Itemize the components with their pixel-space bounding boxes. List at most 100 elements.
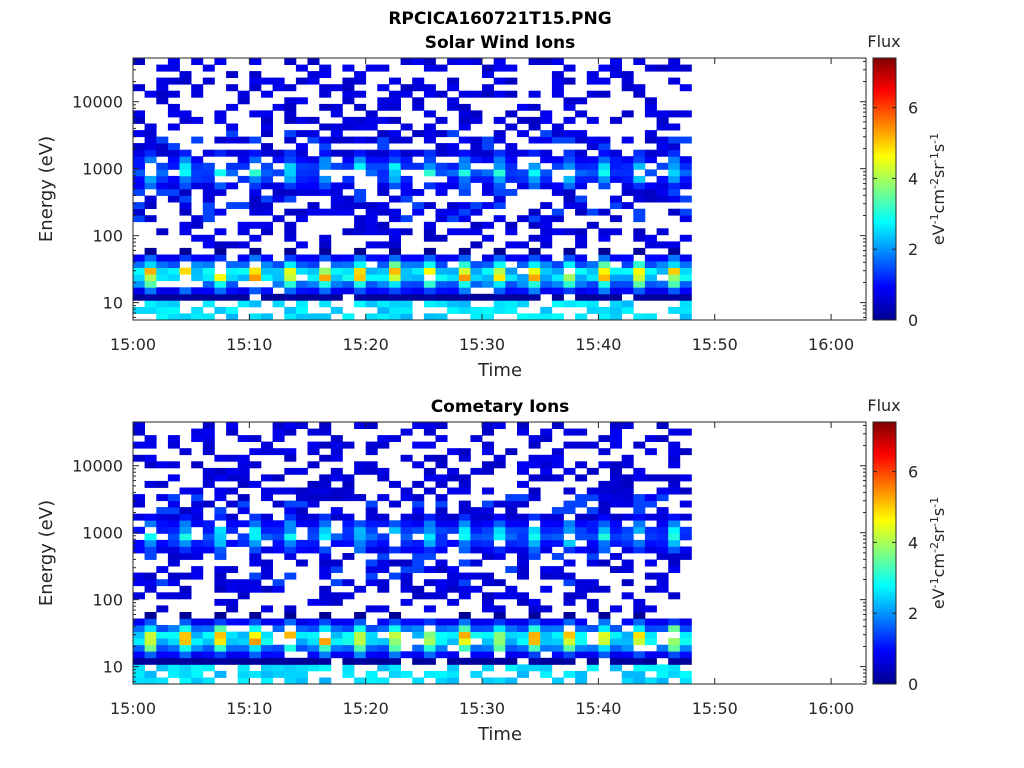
spectrogram-cell <box>423 487 436 495</box>
spectrogram-cell <box>179 638 192 646</box>
spectrogram-cell <box>447 228 460 236</box>
spectrogram-cell <box>342 631 355 639</box>
spectrogram-cell <box>284 228 297 236</box>
spectrogram-cell <box>307 644 320 652</box>
spectrogram-cell <box>237 664 250 672</box>
spectrogram-cell <box>610 293 622 301</box>
spectrogram-cell <box>517 130 529 138</box>
spectrogram-cell <box>237 474 250 482</box>
spectrogram-cell <box>284 670 297 678</box>
spectrogram-cell <box>575 136 588 144</box>
spectrogram-cell <box>435 300 448 308</box>
spectrogram-cell <box>261 202 273 209</box>
spectrogram-cell <box>167 90 180 98</box>
spectrogram-cell <box>563 644 576 652</box>
spectrogram-cell <box>551 182 564 190</box>
spectrogram-cell <box>354 585 367 593</box>
spectrogram-cell <box>284 208 297 216</box>
spectrogram-cell <box>668 110 681 118</box>
spectrogram-cell <box>400 533 413 541</box>
spectrogram-cell <box>423 467 436 475</box>
spectrogram-cell <box>563 116 576 124</box>
spectrogram-cell <box>342 175 355 183</box>
spectrogram-cell <box>202 274 215 282</box>
spectrogram-cell <box>167 572 180 580</box>
spectrogram-cell <box>133 657 145 665</box>
spectrogram-cell <box>237 435 250 442</box>
spectrogram-cell <box>167 625 180 632</box>
spectrogram-cell <box>482 422 494 429</box>
spectrogram-cell <box>551 651 564 659</box>
spectrogram-cell <box>319 638 332 646</box>
spectrogram-cell <box>133 215 145 223</box>
spectrogram-cell <box>156 261 169 268</box>
spectrogram-cell <box>249 618 262 626</box>
spectrogram-cell <box>342 162 355 170</box>
spectrogram-cell <box>307 487 320 495</box>
spectrogram-cell <box>540 58 553 65</box>
spectrogram-cell <box>679 110 692 118</box>
spectrogram-cell <box>598 526 611 534</box>
spectrogram-cell <box>458 618 471 626</box>
spectrogram-cell <box>389 215 401 223</box>
spectrogram-cell <box>482 598 494 606</box>
spectrogram-cell <box>563 274 576 282</box>
spectrogram-cell <box>412 625 425 632</box>
spectrogram-cell <box>610 605 622 613</box>
spectrogram-cell <box>295 644 308 652</box>
spectrogram-cell <box>249 71 262 78</box>
spectrogram-cell <box>249 169 262 177</box>
spectrogram-cell <box>307 202 320 209</box>
spectrogram-cell <box>284 287 297 295</box>
spectrogram-cell <box>377 254 390 262</box>
spectrogram-cell <box>226 149 239 157</box>
spectrogram-cell <box>319 559 332 567</box>
spectrogram-cell <box>330 123 343 131</box>
spectrogram-cell <box>610 149 622 157</box>
spectrogram-cell <box>412 274 425 282</box>
spectrogram-cell <box>237 631 250 639</box>
spectrogram-cell <box>575 526 588 534</box>
spectrogram-cell <box>226 274 239 282</box>
spectrogram-cell <box>482 625 494 632</box>
spectrogram-cell <box>423 566 436 573</box>
spectrogram-cell <box>551 228 564 236</box>
spectrogram-cell <box>389 175 401 183</box>
spectrogram-cell <box>214 110 227 118</box>
spectrogram-cell <box>610 64 622 72</box>
spectrogram-cell <box>621 651 634 659</box>
spectrogram-cell <box>621 189 634 196</box>
spectrogram-cell <box>202 644 215 652</box>
spectrogram-cell <box>575 651 588 659</box>
spectrogram-cell <box>261 585 273 593</box>
spectrogram-cell <box>272 300 285 308</box>
spectrogram-cell <box>563 175 576 183</box>
spectrogram-cell <box>505 274 518 282</box>
spectrogram-cell <box>377 130 390 138</box>
spectrogram-cell <box>377 657 390 665</box>
spectrogram-cell <box>447 448 460 456</box>
spectrogram-cell <box>389 280 401 288</box>
spectrogram-cell <box>458 287 471 295</box>
spectrogram-cell <box>633 215 646 223</box>
spectrogram-cell <box>656 539 669 547</box>
spectrogram-cell <box>679 267 692 275</box>
spectrogram-cell <box>610 526 622 534</box>
spectrogram-cell <box>644 500 657 508</box>
spectrogram-cell <box>167 664 180 672</box>
spectrogram-cell <box>610 306 622 314</box>
spectrogram-cell <box>679 84 692 92</box>
spectrogram-cell <box>202 287 215 295</box>
spectrogram-cell <box>365 300 378 308</box>
spectrogram-cell <box>167 441 180 449</box>
spectrogram-cell <box>226 202 239 209</box>
spectrogram-cell <box>493 175 506 183</box>
spectrogram-cell <box>319 598 332 606</box>
spectrogram-cell <box>598 585 611 593</box>
spectrogram-cell <box>470 58 483 65</box>
spectrogram-cell <box>389 638 401 646</box>
spectrogram-cell <box>167 175 180 183</box>
spectrogram-cell <box>307 156 320 164</box>
spectrogram-cell <box>284 513 297 521</box>
spectrogram-cell <box>261 546 273 554</box>
